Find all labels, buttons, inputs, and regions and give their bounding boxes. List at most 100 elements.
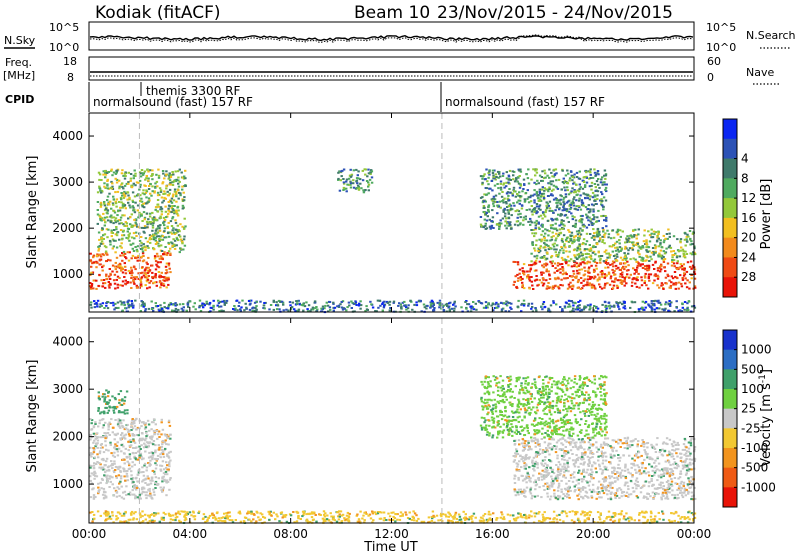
echo-cell — [496, 212, 498, 214]
echo-cell — [571, 242, 573, 244]
beam-label: Beam 10 — [354, 3, 430, 23]
echo-cell — [550, 227, 552, 229]
echo-cell — [123, 435, 125, 437]
echo-cell — [120, 390, 122, 392]
echo-cell — [529, 218, 531, 220]
echo-cell — [581, 215, 583, 217]
echo-cell — [682, 307, 684, 309]
echo-cell — [572, 308, 574, 310]
echo-cell — [165, 435, 167, 437]
echo-cell — [98, 239, 100, 241]
echo-cell — [173, 205, 175, 207]
echo-cell — [127, 251, 129, 253]
echo-cell — [209, 302, 211, 304]
noise-search-label: N.Search — [746, 29, 796, 42]
echo-cell — [127, 479, 129, 481]
echo-cell — [142, 206, 144, 208]
echo-cell — [130, 478, 132, 480]
echo-cell — [539, 247, 541, 249]
echo-cell — [617, 229, 619, 231]
echo-cell — [586, 233, 588, 235]
echo-cell — [144, 185, 146, 187]
echo-cell — [132, 481, 134, 483]
echo-cell — [538, 206, 540, 208]
echo-cell — [627, 264, 629, 266]
echo-cell — [107, 209, 109, 211]
echo-cell — [165, 185, 167, 187]
echo-cell — [273, 300, 275, 302]
echo-cell — [491, 189, 493, 191]
echo-cell — [164, 306, 166, 308]
echo-cell — [127, 238, 129, 240]
echo-cell — [483, 173, 485, 175]
echo-cell — [104, 440, 106, 442]
echo-cell — [573, 471, 575, 473]
echo-cell — [649, 240, 651, 242]
echo-cell — [639, 256, 641, 258]
echo-cell — [172, 304, 174, 306]
echo-cell — [596, 234, 598, 236]
echo-cell — [612, 244, 614, 246]
echo-cell — [492, 174, 494, 176]
echo-cell — [644, 275, 646, 277]
echo-cell — [199, 300, 201, 302]
echo-cell — [521, 285, 523, 287]
echo-cell — [590, 495, 592, 497]
echo-cell — [663, 261, 665, 263]
echo-cell — [563, 273, 565, 275]
echo-cell — [263, 302, 265, 304]
echo-cell — [109, 278, 111, 280]
echo-cell — [162, 440, 164, 442]
echo-cell — [104, 437, 106, 439]
echo-cell — [154, 487, 156, 489]
echo-cell — [652, 264, 654, 266]
echo-cell — [686, 241, 688, 243]
echo-cell — [148, 275, 150, 277]
echo-cell — [358, 303, 360, 305]
echo-cell — [125, 207, 127, 209]
echo-cell — [673, 254, 675, 256]
echo-cell — [140, 175, 142, 177]
echo-cell — [97, 250, 99, 252]
echo-cell — [99, 190, 101, 192]
echo-cell — [115, 206, 117, 208]
echo-cell — [555, 233, 557, 235]
echo-cell — [128, 430, 130, 432]
echo-cell — [683, 263, 685, 265]
echo-cell — [603, 260, 605, 262]
echo-cell — [581, 454, 583, 456]
echo-cell — [605, 456, 607, 458]
echo-cell — [553, 302, 555, 304]
echo-cell — [684, 268, 686, 270]
echo-cell — [116, 232, 118, 234]
echo-cell — [546, 258, 548, 260]
echo-cell — [665, 283, 667, 285]
echo-cell — [649, 256, 651, 258]
echo-cell — [510, 308, 512, 310]
echo-cell — [189, 300, 191, 302]
echo-cell — [105, 174, 107, 176]
echo-cell — [148, 483, 150, 485]
echo-cell — [157, 455, 159, 457]
echo-cell — [613, 285, 615, 287]
echo-cell — [514, 281, 516, 283]
echo-cell — [167, 284, 169, 286]
echo-cell — [113, 452, 115, 454]
echo-cell — [438, 306, 440, 308]
echo-cell — [499, 201, 501, 203]
echo-cell — [586, 496, 588, 498]
echo-cell — [523, 305, 525, 307]
echo-cell — [108, 486, 110, 488]
echo-cell — [620, 250, 622, 252]
echo-cell — [137, 245, 139, 247]
echo-cell — [571, 179, 573, 181]
echo-cell — [170, 211, 172, 213]
echo-cell — [687, 477, 689, 479]
echo-cell — [579, 262, 581, 264]
echo-cell — [595, 186, 597, 188]
echo-cell — [135, 232, 137, 234]
echo-cell — [517, 277, 519, 279]
colorbar-tick-label: 28 — [741, 270, 756, 284]
echo-cell — [117, 191, 119, 193]
echo-cell — [665, 248, 667, 250]
